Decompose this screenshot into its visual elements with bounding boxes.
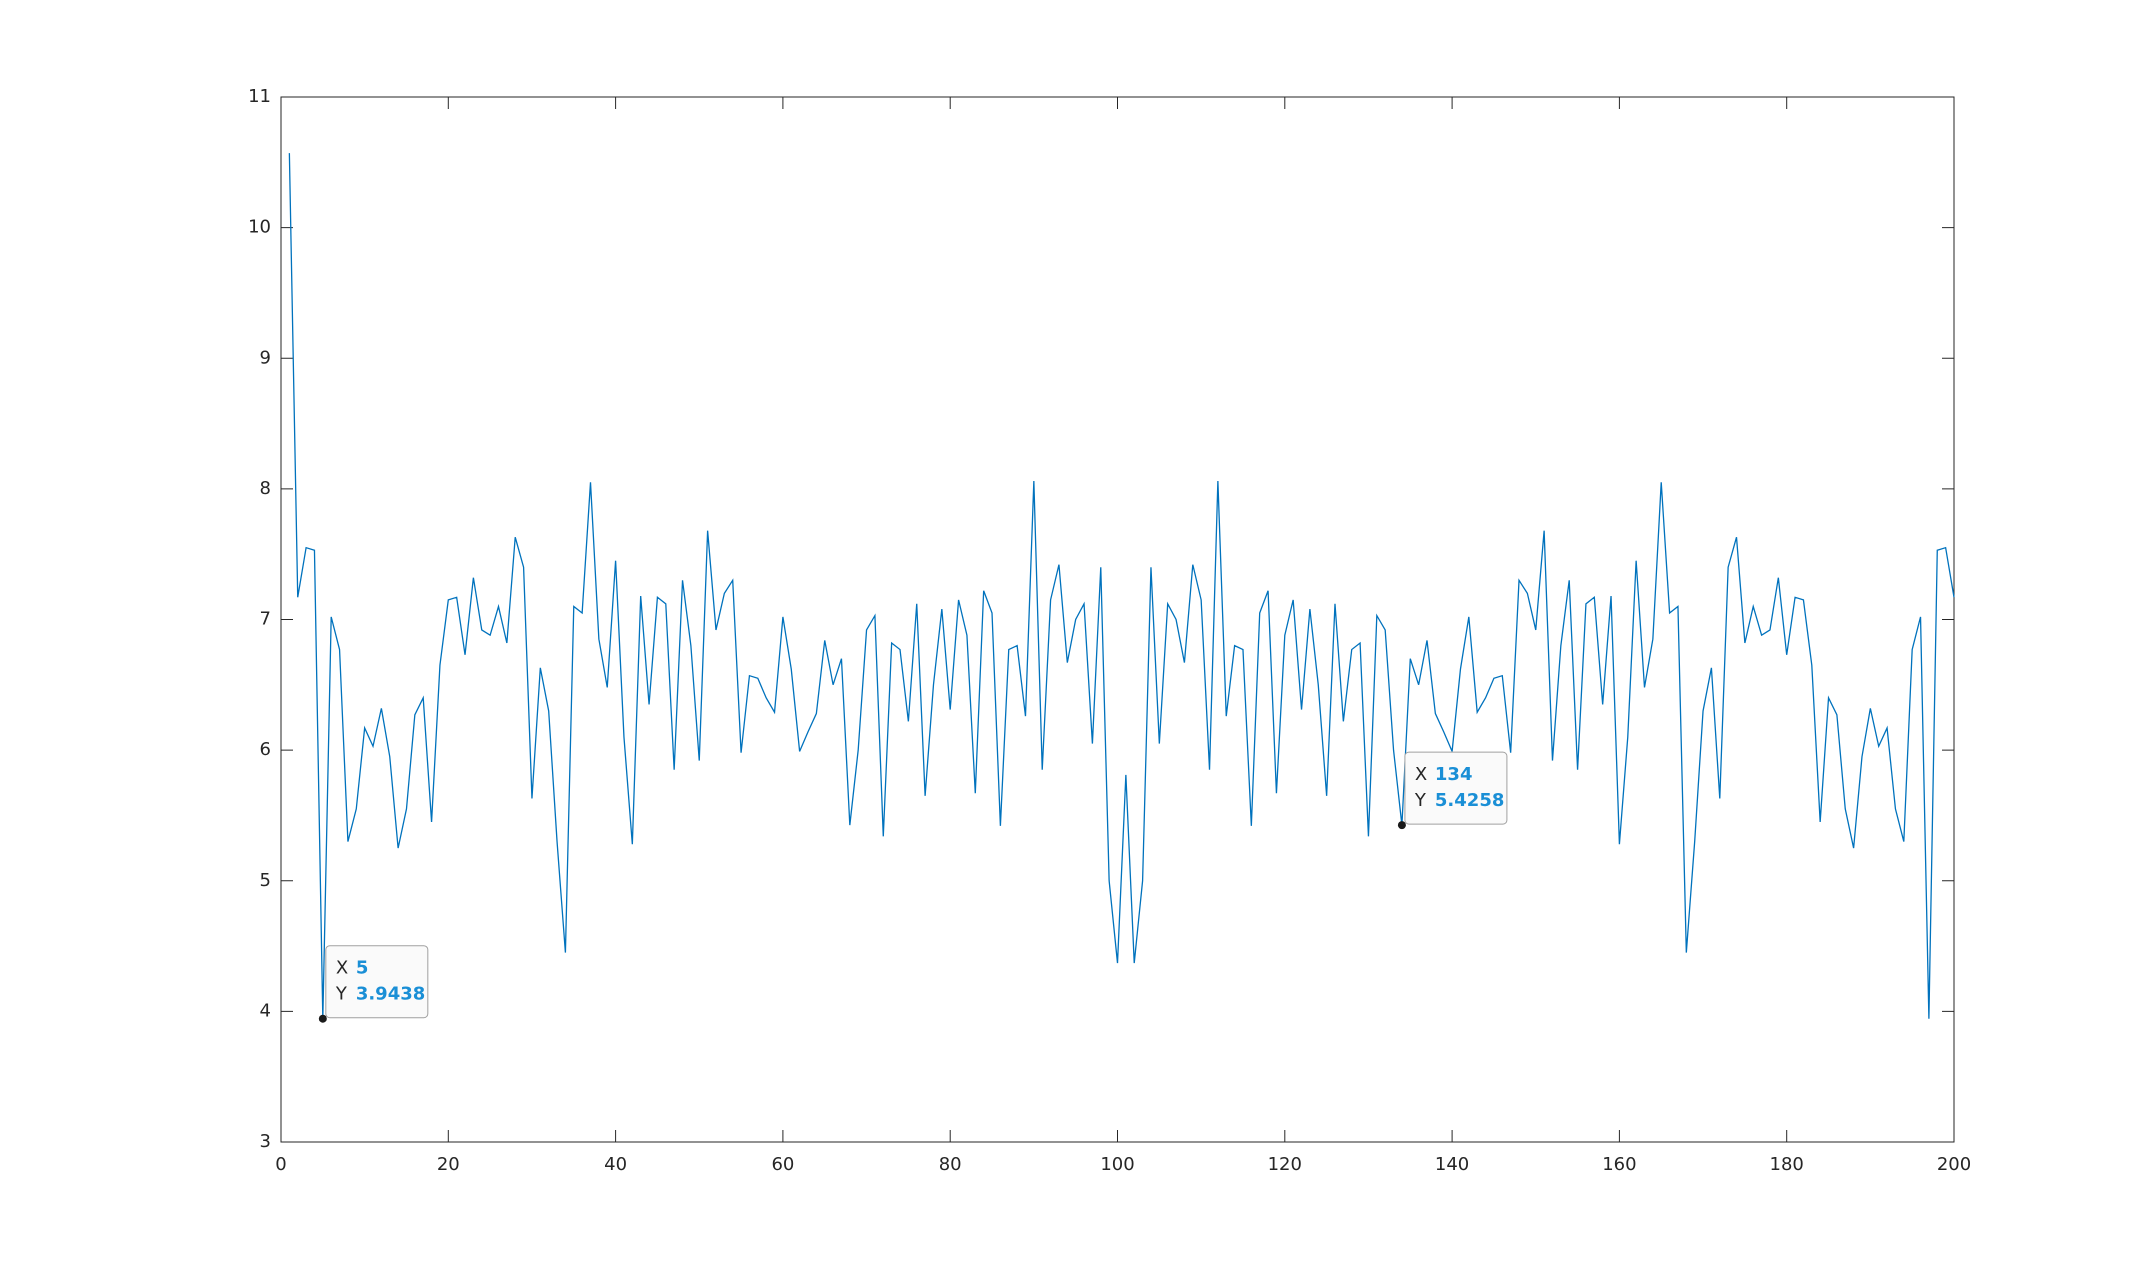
x-tick-label: 40	[604, 1154, 627, 1175]
y-tick-label: 8	[260, 478, 271, 499]
datatip: X 134 Y 5.4258	[1397, 751, 1508, 830]
y-tick-label: 4	[260, 1000, 271, 1021]
datatip-x-value: 134	[1435, 764, 1473, 785]
datatip-marker	[1397, 821, 1406, 830]
plot-area	[280, 96, 1955, 1143]
x-tick-label: 0	[275, 1154, 286, 1175]
x-tick-label: 100	[1100, 1154, 1134, 1175]
x-tick-label: 120	[1268, 1154, 1302, 1175]
datatip-x-value: 5	[356, 958, 369, 979]
datatip-y-label: Y	[1414, 790, 1427, 811]
y-tick-label: 7	[260, 609, 271, 630]
y-tick-label: 9	[260, 347, 271, 368]
x-tick-label: 140	[1435, 1154, 1469, 1175]
x-tick-label: 180	[1770, 1154, 1804, 1175]
data-line	[288, 153, 1955, 1019]
datatip-marker	[318, 1014, 327, 1023]
datatip-y-label: Y	[335, 984, 348, 1005]
y-tick-label: 5	[260, 870, 271, 891]
datatip-x-label: X	[1415, 764, 1427, 785]
y-tick-label: 6	[260, 739, 271, 760]
datatip-box	[325, 945, 429, 1019]
x-tick-label: 60	[771, 1154, 794, 1175]
datatip-y-value: 5.4258	[1435, 790, 1504, 811]
x-tick-label: 20	[437, 1154, 460, 1175]
x-tick-label: 160	[1602, 1154, 1636, 1175]
x-tick-label: 80	[939, 1154, 962, 1175]
x-tick-label: 200	[1937, 1154, 1971, 1175]
datatip-x-label: X	[336, 958, 348, 979]
datatip-y-value: 3.9438	[356, 984, 425, 1005]
y-tick-label: 3	[260, 1131, 271, 1152]
datatip: X 5Y 3.9438	[318, 945, 429, 1023]
datatip-box	[1404, 751, 1508, 825]
y-tick-label: 10	[248, 217, 271, 238]
y-tick-label: 11	[248, 86, 271, 107]
